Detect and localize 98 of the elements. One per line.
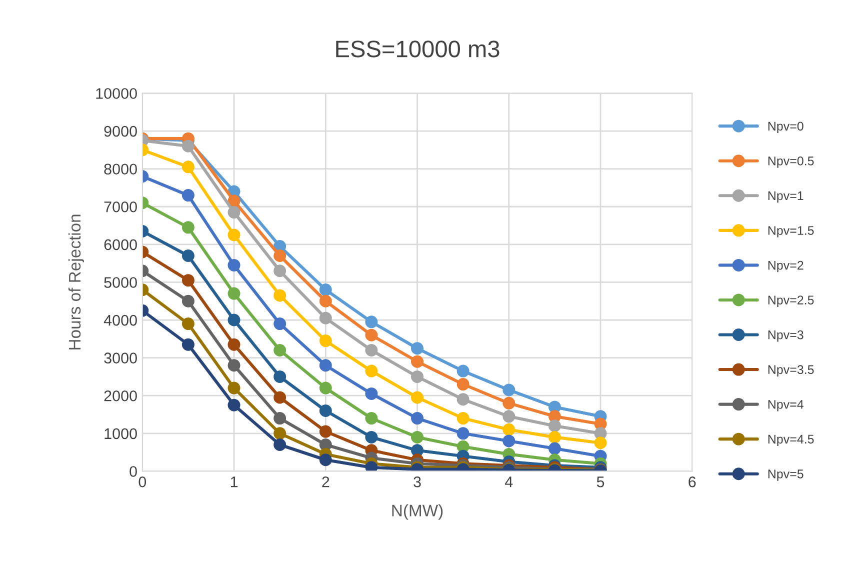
point xyxy=(228,206,240,219)
point xyxy=(365,328,378,342)
point xyxy=(182,294,194,308)
legend-label: Npv=4.5 xyxy=(768,434,814,446)
point xyxy=(411,391,424,404)
point xyxy=(456,427,470,440)
point xyxy=(319,425,332,438)
point xyxy=(365,461,378,472)
legend-label: Npv=3 xyxy=(768,330,804,342)
x-tick-label: 5 xyxy=(596,476,604,488)
point xyxy=(182,221,194,234)
y-axis-title: Hours of Rejection xyxy=(68,214,84,350)
legend-label: Npv=5 xyxy=(768,470,804,481)
point xyxy=(228,258,240,272)
legend-label: Npv=1 xyxy=(768,191,804,203)
x-tick-label: 1 xyxy=(230,476,238,488)
point xyxy=(182,318,194,330)
point xyxy=(365,344,378,357)
point xyxy=(228,194,240,208)
y-tick-label: 10000 xyxy=(96,88,137,99)
point xyxy=(502,384,516,396)
chart-title: ESS=10000 m3 xyxy=(336,40,500,58)
x-tick-label: 3 xyxy=(414,476,421,488)
y-tick-label: 9000 xyxy=(104,126,137,137)
point xyxy=(411,412,424,425)
legend-label: Npv=4 xyxy=(768,400,804,412)
legend-label: Npv=0.5 xyxy=(768,156,814,168)
point xyxy=(502,396,516,410)
point xyxy=(319,294,332,308)
point xyxy=(228,398,240,412)
point xyxy=(274,289,286,302)
point xyxy=(456,412,470,425)
point xyxy=(594,436,607,450)
point xyxy=(182,189,194,202)
point xyxy=(274,412,286,425)
point xyxy=(456,364,470,378)
x-tick-label: 6 xyxy=(688,476,696,488)
point xyxy=(319,359,332,372)
y-tick-label: 1000 xyxy=(104,428,137,440)
point xyxy=(182,274,194,287)
legend-label: Npv=1.5 xyxy=(768,226,814,238)
point xyxy=(274,264,286,278)
point xyxy=(411,430,424,444)
legend-label: Npv=2 xyxy=(768,260,804,272)
point xyxy=(274,391,286,404)
point xyxy=(228,338,240,351)
point xyxy=(228,382,240,394)
point xyxy=(319,334,332,348)
point xyxy=(365,412,378,425)
legend-label: Npv=0 xyxy=(768,122,804,134)
point xyxy=(456,378,470,391)
x-tick-label: 2 xyxy=(322,476,330,488)
x-tick-label: 0 xyxy=(138,476,146,488)
legend-label: Npv=3.5 xyxy=(768,365,814,376)
point xyxy=(274,370,286,383)
y-tick-label: 5000 xyxy=(104,277,137,288)
point xyxy=(548,442,561,455)
point xyxy=(365,316,378,328)
point xyxy=(502,410,516,423)
y-tick-label: 4000 xyxy=(104,314,137,326)
x-tick-label: 4 xyxy=(504,476,513,488)
point xyxy=(411,342,424,355)
y-tick-label: 3000 xyxy=(104,352,137,364)
point xyxy=(274,250,286,262)
point xyxy=(182,160,194,174)
point xyxy=(182,140,194,152)
point xyxy=(411,355,424,368)
point xyxy=(319,312,332,324)
point xyxy=(365,364,378,378)
point xyxy=(228,228,240,242)
point xyxy=(456,393,470,406)
point xyxy=(228,359,240,372)
point xyxy=(548,430,561,444)
point xyxy=(182,250,194,262)
y-tick-label: 8000 xyxy=(104,164,137,175)
point xyxy=(548,420,561,432)
legend-label: Npv=2.5 xyxy=(768,296,814,307)
x-axis-title: N(MW) xyxy=(392,504,443,520)
point xyxy=(182,338,194,351)
point xyxy=(274,344,286,357)
point xyxy=(319,284,332,296)
point xyxy=(274,438,286,451)
point xyxy=(319,382,332,394)
point xyxy=(274,427,286,440)
point xyxy=(319,454,332,466)
point xyxy=(228,314,240,326)
y-tick-label: 2000 xyxy=(104,390,137,402)
y-tick-label: 0 xyxy=(130,466,137,477)
point xyxy=(365,430,378,444)
point xyxy=(411,370,424,383)
point xyxy=(319,404,332,417)
y-tick-label: 6000 xyxy=(104,239,137,250)
point xyxy=(502,434,516,448)
point xyxy=(228,287,240,300)
point xyxy=(502,423,516,436)
point xyxy=(365,387,378,400)
point xyxy=(274,318,286,330)
y-tick-label: 7000 xyxy=(104,201,137,212)
